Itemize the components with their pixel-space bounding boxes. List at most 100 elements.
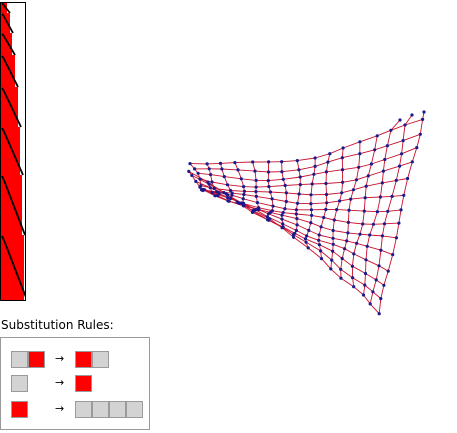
network-node (341, 156, 344, 159)
network-edge (286, 202, 297, 204)
network-edge (207, 163, 220, 164)
network-edge (379, 250, 381, 266)
evolution-block (1, 175, 22, 235)
network-edge (297, 158, 315, 161)
network-edge (283, 177, 300, 179)
evolution-block (1, 13, 10, 33)
network-edge (385, 146, 388, 160)
network-node (333, 218, 336, 221)
network-node (252, 209, 255, 212)
network-node (403, 123, 406, 126)
network-node (377, 264, 380, 267)
rule-3-arrow: → (55, 403, 64, 415)
network-edge (402, 141, 404, 154)
rule-3-rhs-cell (92, 401, 109, 418)
network-edge (256, 196, 272, 199)
network-edge (238, 170, 255, 171)
network-edge (341, 278, 354, 287)
network-node (271, 205, 274, 208)
network-edge (381, 250, 393, 254)
network-edge (340, 199, 351, 201)
network-edge (348, 233, 360, 234)
network-edge (370, 235, 383, 236)
network-node (226, 196, 229, 199)
rule-1-rhs-cell (75, 351, 92, 368)
network-edge (396, 166, 399, 180)
network-node (389, 129, 392, 132)
network-node (399, 208, 402, 211)
network-node (347, 221, 350, 224)
network-node (282, 178, 285, 181)
network-node (243, 190, 246, 193)
network-node (220, 167, 223, 170)
network-edge (332, 260, 341, 269)
network-edge (285, 209, 297, 210)
network-node (194, 180, 197, 183)
network-edge (272, 211, 283, 213)
network-node (339, 277, 342, 280)
rule-3-rhs-cell (126, 401, 143, 418)
network-edge (366, 183, 382, 186)
network-node (379, 249, 382, 252)
network-edge (357, 176, 369, 180)
network-edge (322, 259, 331, 269)
network-node (364, 196, 367, 199)
network-node (398, 118, 401, 121)
network-node (402, 139, 405, 142)
rule-2-arrow: → (55, 377, 64, 389)
network-edge (375, 136, 378, 150)
network-edge (327, 193, 342, 195)
network-edge (364, 198, 365, 211)
network-node (402, 194, 405, 197)
network-node (345, 239, 348, 242)
rule-3-lhs-cell (11, 401, 28, 418)
network-edge (399, 210, 401, 223)
network-edge (321, 227, 333, 231)
network-edge (222, 169, 238, 170)
network-node (322, 216, 325, 219)
network-node (208, 167, 211, 170)
network-edge (405, 119, 423, 125)
network-node (362, 293, 365, 296)
network-node (267, 179, 270, 182)
network-edge (382, 236, 396, 238)
network-edge (349, 199, 351, 210)
network-node (211, 191, 214, 194)
network-node (324, 182, 327, 185)
network-edge (396, 223, 399, 238)
network-node (280, 170, 283, 173)
network-node (242, 197, 245, 200)
network-edge (327, 201, 340, 203)
network-edge (379, 299, 381, 314)
network-edge (371, 160, 384, 165)
network-node (358, 140, 361, 143)
network-node (267, 185, 270, 188)
network-edge (370, 292, 373, 304)
network-node (341, 257, 344, 260)
network-node (363, 210, 366, 213)
network-edge (342, 154, 360, 158)
network-node (332, 229, 335, 232)
network-edge (324, 218, 335, 221)
network-node (352, 285, 355, 288)
network-node (361, 222, 364, 225)
network-edge (348, 222, 362, 224)
network-node (340, 191, 343, 194)
network-node (222, 191, 225, 194)
network-edge (381, 236, 383, 250)
network-edge (420, 119, 422, 134)
rule-2-lhs-cell (11, 375, 28, 392)
network-node (382, 284, 385, 287)
network-edge (403, 125, 405, 141)
network-edge (235, 162, 253, 163)
network-edge (232, 193, 244, 194)
network-edge (326, 182, 343, 183)
evolution-block (1, 55, 15, 87)
network-node (226, 183, 229, 186)
network-node (379, 195, 382, 198)
network-edge (357, 243, 368, 246)
network-node (314, 165, 317, 168)
network-node (198, 178, 201, 181)
network-edge (285, 185, 300, 186)
network-edge (402, 148, 417, 154)
